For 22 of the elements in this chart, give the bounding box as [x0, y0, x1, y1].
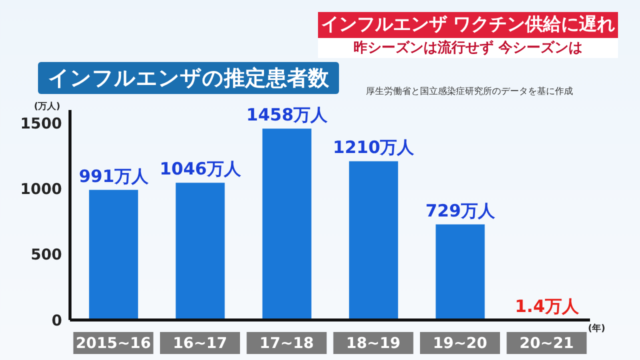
text: 厚生労働省と国立感染症研究所のデータを基に作成 — [366, 86, 573, 98]
data-label: 1458万人 — [246, 106, 329, 126]
text: 昨シーズンは流行せず 今シーズンは — [318, 38, 618, 58]
x-tick-label: 19~20 — [432, 334, 488, 352]
y-tick-label: 1500 — [20, 114, 62, 132]
data-label: 1210万人 — [332, 138, 416, 158]
data-label: 729万人 — [425, 201, 496, 222]
chart-title: インフルエンザの推定患者数 — [38, 62, 339, 94]
x-tick-label: 2015~16 — [76, 334, 151, 352]
y-axis-title: (万人) — [34, 100, 60, 113]
x-tick-label: 16~17 — [172, 334, 228, 352]
text: インフルエンザ ワクチン供給に遅れ — [318, 12, 618, 38]
y-tick-label: 500 — [30, 246, 62, 264]
data-label: 991万人 — [78, 166, 150, 187]
x-tick-label: 20~21 — [520, 334, 574, 352]
x-axis-title: (年) — [588, 322, 606, 335]
x-tick-label: 18~19 — [346, 334, 400, 352]
data-label: 1.4万人 — [514, 296, 580, 317]
x-tick-label: 17~18 — [260, 334, 314, 352]
y-tick-label: 1000 — [20, 180, 62, 198]
y-tick-label: 0 — [52, 311, 62, 330]
data-label: 1046万人 — [160, 160, 242, 180]
